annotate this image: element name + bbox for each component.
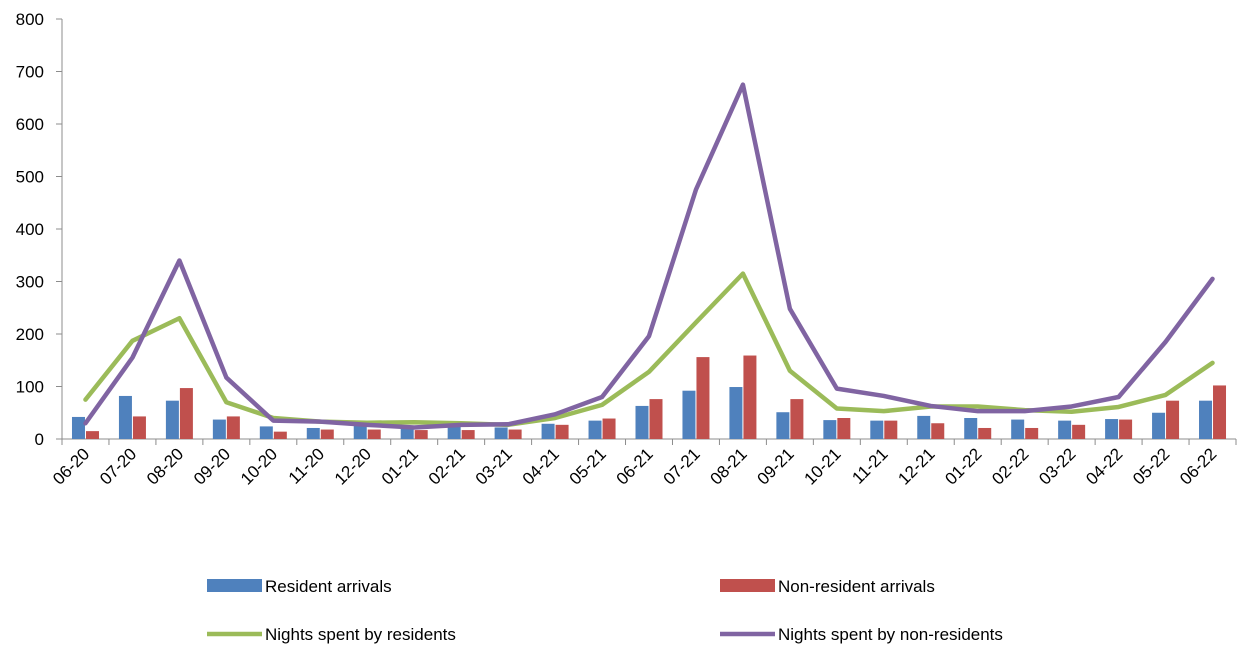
y-tick-label: 100 [16, 378, 44, 397]
bar [602, 418, 616, 439]
series-line [83, 82, 1215, 430]
bar [696, 357, 710, 439]
legend-swatch [720, 579, 775, 592]
x-tick-label: 09-21 [754, 444, 798, 488]
x-tick-label: 04-21 [519, 444, 563, 488]
bar [964, 418, 978, 439]
bar [1011, 419, 1025, 439]
y-tick-label: 600 [16, 115, 44, 134]
bar [1058, 420, 1072, 439]
bar [212, 419, 226, 439]
bar [447, 424, 461, 439]
bar [1119, 419, 1133, 439]
x-tick-label: 06-22 [1176, 444, 1220, 488]
bar [414, 430, 428, 439]
bar [353, 424, 367, 439]
bar [85, 431, 99, 439]
bar [729, 387, 743, 439]
bar [1152, 412, 1166, 439]
y-tick-label: 200 [16, 325, 44, 344]
bar [132, 416, 146, 439]
x-tick-label: 12-21 [894, 444, 938, 488]
x-tick-label: 11-20 [285, 444, 328, 487]
y-tick-label: 800 [16, 10, 44, 29]
bar [320, 429, 334, 439]
legend-label: Nights spent by non-residents [778, 625, 1003, 644]
bar [1213, 385, 1227, 439]
bar [71, 416, 85, 439]
bar [1166, 400, 1180, 439]
bar [118, 395, 132, 439]
x-tick-label: 07-20 [96, 444, 140, 488]
legend-swatch [207, 579, 262, 592]
bar [743, 355, 757, 439]
bar [790, 399, 804, 439]
legend-label: Resident arrivals [265, 577, 392, 596]
x-tick-label: 06-21 [613, 444, 657, 488]
legend-label: Non-resident arrivals [778, 577, 935, 596]
bar [273, 431, 287, 439]
bar [165, 400, 179, 439]
bar [870, 420, 884, 439]
bar [1199, 400, 1213, 439]
bar [555, 424, 569, 439]
x-tick-label: 05-22 [1129, 444, 1173, 488]
bar [931, 423, 945, 439]
x-tick-label: 03-22 [1035, 444, 1079, 488]
axes: 0 100 200 300 400 500 600 700 800 06-20 07-20 08-20… [16, 10, 1237, 489]
x-tick-label: 02-22 [988, 444, 1032, 488]
bar [1072, 424, 1086, 439]
bar [837, 418, 851, 439]
bar [978, 427, 992, 439]
bar [508, 429, 522, 439]
bar [635, 405, 649, 439]
x-tick-label: 05-21 [566, 444, 610, 488]
x-tick-label: 09-20 [190, 444, 234, 488]
x-tick-label: 06-20 [49, 444, 93, 488]
bar [494, 427, 508, 439]
bar [461, 430, 475, 439]
x-tick-label: 10-21 [800, 444, 844, 488]
x-tick-label: 08-21 [707, 444, 751, 488]
x-tick-label: 02-21 [425, 444, 469, 488]
bar [823, 420, 837, 439]
y-tick-label: 300 [16, 273, 44, 292]
bar [917, 415, 931, 439]
bar [367, 429, 381, 439]
bar [588, 420, 602, 439]
bar [541, 423, 555, 439]
bar [306, 427, 320, 439]
x-tick-label: 12-20 [331, 444, 375, 488]
bar [1025, 427, 1039, 439]
legend-label: Nights spent by residents [265, 625, 456, 644]
bar [682, 390, 696, 439]
x-tick-label: 08-20 [143, 444, 187, 488]
x-tick-label: 11-21 [848, 444, 891, 487]
y-tick-label: 500 [16, 168, 44, 187]
x-tick-label: 01-22 [941, 444, 985, 488]
bar-series-group [71, 355, 1227, 439]
bar [226, 416, 240, 439]
bar [884, 420, 898, 439]
y-tick-label: 0 [35, 430, 44, 449]
x-tick-label: 07-21 [660, 444, 704, 488]
legend: Resident arrivals Non-resident arrivals Ni… [207, 577, 1003, 644]
x-tick-label: 04-22 [1082, 444, 1126, 488]
bar [179, 388, 193, 439]
bar [649, 399, 663, 439]
x-tick-label: 03-21 [472, 444, 516, 488]
bar [776, 412, 790, 439]
x-tick-label: 01-21 [378, 444, 422, 488]
bar [1105, 419, 1119, 439]
x-tick-label: 10-20 [237, 444, 281, 488]
bar [259, 426, 273, 439]
y-tick-label: 400 [16, 220, 44, 239]
line-series-group [83, 82, 1215, 430]
y-tick-label: 700 [16, 63, 44, 82]
